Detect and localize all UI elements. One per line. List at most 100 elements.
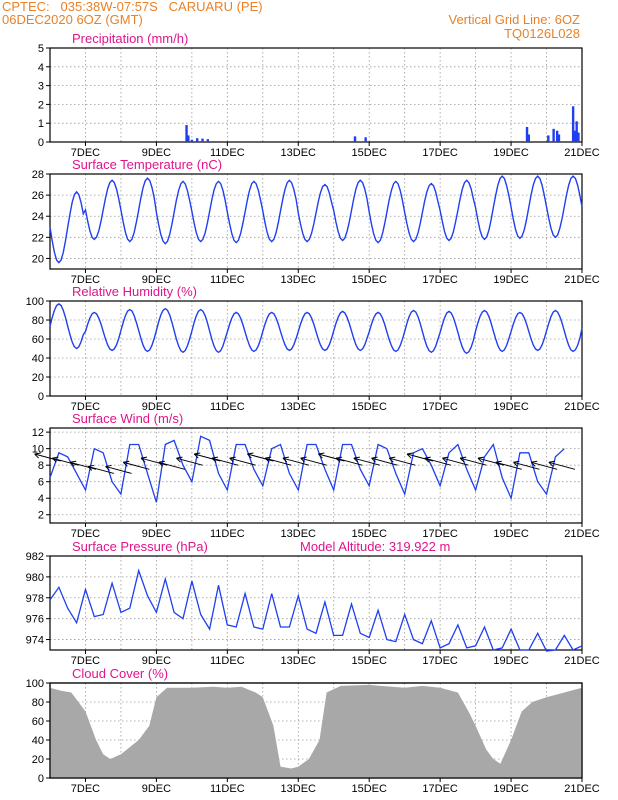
y-tick-label: 100 bbox=[26, 296, 44, 308]
x-tick-label: 21DEC bbox=[564, 147, 600, 159]
x-tick-label: 11DEC bbox=[210, 401, 245, 413]
wind-speed-line bbox=[49, 435, 565, 503]
x-tick-label: 19DEC bbox=[493, 274, 529, 286]
y-tick-label: 12 bbox=[32, 427, 44, 439]
x-tick-label: 21DEC bbox=[564, 401, 600, 413]
wind-arrow-head bbox=[122, 460, 130, 467]
precip-bar bbox=[195, 138, 199, 142]
x-tick-label: 17DEC bbox=[422, 783, 458, 795]
wind-arrow-head bbox=[247, 452, 254, 459]
y-tick-label: 0 bbox=[38, 137, 44, 149]
y-tick-label: 60 bbox=[32, 334, 44, 346]
model-code: TQ0126L028 bbox=[504, 26, 580, 41]
wind-direction-arrow bbox=[513, 461, 540, 470]
wind-direction-arrow bbox=[265, 457, 292, 466]
station-title: CPTEC: 035:38W-07:57S CARUARU (PE) bbox=[2, 0, 263, 14]
wind-arrow-head bbox=[105, 464, 112, 471]
panel-title: Relative Humidity (%) bbox=[72, 284, 197, 299]
precip-bar bbox=[364, 137, 367, 142]
wind-arrow-head bbox=[495, 460, 502, 467]
x-tick-label: 9DEC bbox=[142, 655, 171, 667]
y-tick-label: 0 bbox=[38, 773, 44, 785]
wind-arrow-head bbox=[176, 456, 183, 463]
x-tick-label: 21DEC bbox=[564, 528, 600, 540]
y-tick-label: 2 bbox=[38, 510, 44, 522]
precip-bar bbox=[577, 132, 580, 142]
x-tick-label: 17DEC bbox=[422, 528, 458, 540]
y-tick-label: 5 bbox=[38, 43, 44, 55]
wind-arrow-head bbox=[513, 460, 520, 467]
wind-arrow-head bbox=[69, 460, 77, 467]
precip-bar bbox=[185, 125, 188, 142]
x-tick-label: 17DEC bbox=[422, 655, 458, 667]
precip-bar bbox=[575, 121, 578, 142]
x-tick-label: 13DEC bbox=[281, 147, 317, 159]
y-tick-label: 22 bbox=[32, 232, 44, 244]
y-tick-label: 40 bbox=[32, 735, 44, 747]
y-tick-label: 974 bbox=[26, 635, 44, 647]
wind-arrow-head bbox=[140, 456, 148, 463]
panel-title: Surface Wind (m/s) bbox=[72, 411, 183, 426]
panel-frame bbox=[49, 682, 583, 779]
y-tick-label: 80 bbox=[32, 697, 44, 709]
wind-direction-arrow bbox=[389, 457, 416, 466]
x-tick-label: 7DEC bbox=[71, 401, 100, 413]
wind-direction-arrow bbox=[158, 461, 185, 470]
precip-bar bbox=[190, 139, 194, 142]
wind-arrow-head bbox=[477, 456, 485, 463]
wind-direction-arrow bbox=[477, 457, 505, 466]
y-tick-label: 4 bbox=[38, 493, 44, 505]
wind-direction-arrow bbox=[460, 457, 487, 466]
humidity-line bbox=[49, 303, 583, 355]
x-tick-label: 9DEC bbox=[142, 401, 171, 413]
wind-arrow-head bbox=[211, 456, 219, 463]
x-tick-label: 15DEC bbox=[351, 528, 387, 540]
x-tick-label: 17DEC bbox=[422, 274, 458, 286]
wind-direction-arrow bbox=[548, 461, 576, 470]
y-tick-label: 20 bbox=[32, 253, 44, 265]
panel-title: Surface Temperature (nC) bbox=[72, 157, 222, 172]
panel-frame bbox=[49, 47, 583, 143]
grid-line-note: Vertical Grid Line: 6OZ bbox=[448, 12, 581, 27]
x-tick-label: 9DEC bbox=[142, 528, 171, 540]
panel-title: Cloud Cover (%) bbox=[72, 666, 168, 681]
panel-title: Precipitation (mm/h) bbox=[72, 31, 188, 46]
wind-arrow-head bbox=[530, 460, 538, 467]
panel-frame bbox=[49, 300, 583, 397]
y-tick-label: 6 bbox=[38, 477, 44, 489]
x-tick-label: 11DEC bbox=[210, 783, 245, 795]
wind-direction-arrow bbox=[52, 457, 79, 466]
wind-direction-arrow bbox=[211, 457, 239, 466]
precip-bar bbox=[571, 106, 575, 142]
x-tick-label: 17DEC bbox=[422, 401, 458, 413]
y-tick-label: 0 bbox=[38, 391, 44, 403]
wind-arrow-head bbox=[229, 456, 236, 463]
x-tick-label: 13DEC bbox=[281, 655, 317, 667]
x-tick-label: 19DEC bbox=[493, 401, 529, 413]
panel-frame bbox=[49, 555, 583, 651]
wind-arrow-head bbox=[87, 464, 94, 471]
wind-arrow-head bbox=[442, 456, 449, 463]
wind-arrow-head bbox=[300, 456, 307, 463]
precip-bar bbox=[201, 138, 204, 142]
x-tick-label: 9DEC bbox=[142, 783, 171, 795]
wind-arrow-head bbox=[335, 456, 343, 463]
precip-bar bbox=[555, 130, 559, 142]
x-tick-label: 15DEC bbox=[351, 401, 387, 413]
wind-direction-arrow bbox=[194, 453, 221, 462]
wind-direction-arrow bbox=[371, 457, 398, 466]
wind-direction-arrow bbox=[247, 453, 274, 462]
y-tick-label: 978 bbox=[26, 593, 44, 605]
x-tick-label: 11DEC bbox=[210, 147, 245, 159]
precip-bar bbox=[187, 135, 190, 142]
y-tick-label: 4 bbox=[38, 62, 44, 74]
y-tick-label: 976 bbox=[26, 614, 44, 626]
y-tick-label: 1 bbox=[38, 118, 44, 130]
x-tick-label: 7DEC bbox=[71, 783, 100, 795]
y-tick-label: 8 bbox=[38, 460, 44, 472]
wind-arrow-head bbox=[371, 456, 378, 463]
x-tick-label: 15DEC bbox=[351, 274, 387, 286]
y-tick-label: 980 bbox=[26, 572, 44, 584]
x-tick-label: 19DEC bbox=[493, 783, 529, 795]
